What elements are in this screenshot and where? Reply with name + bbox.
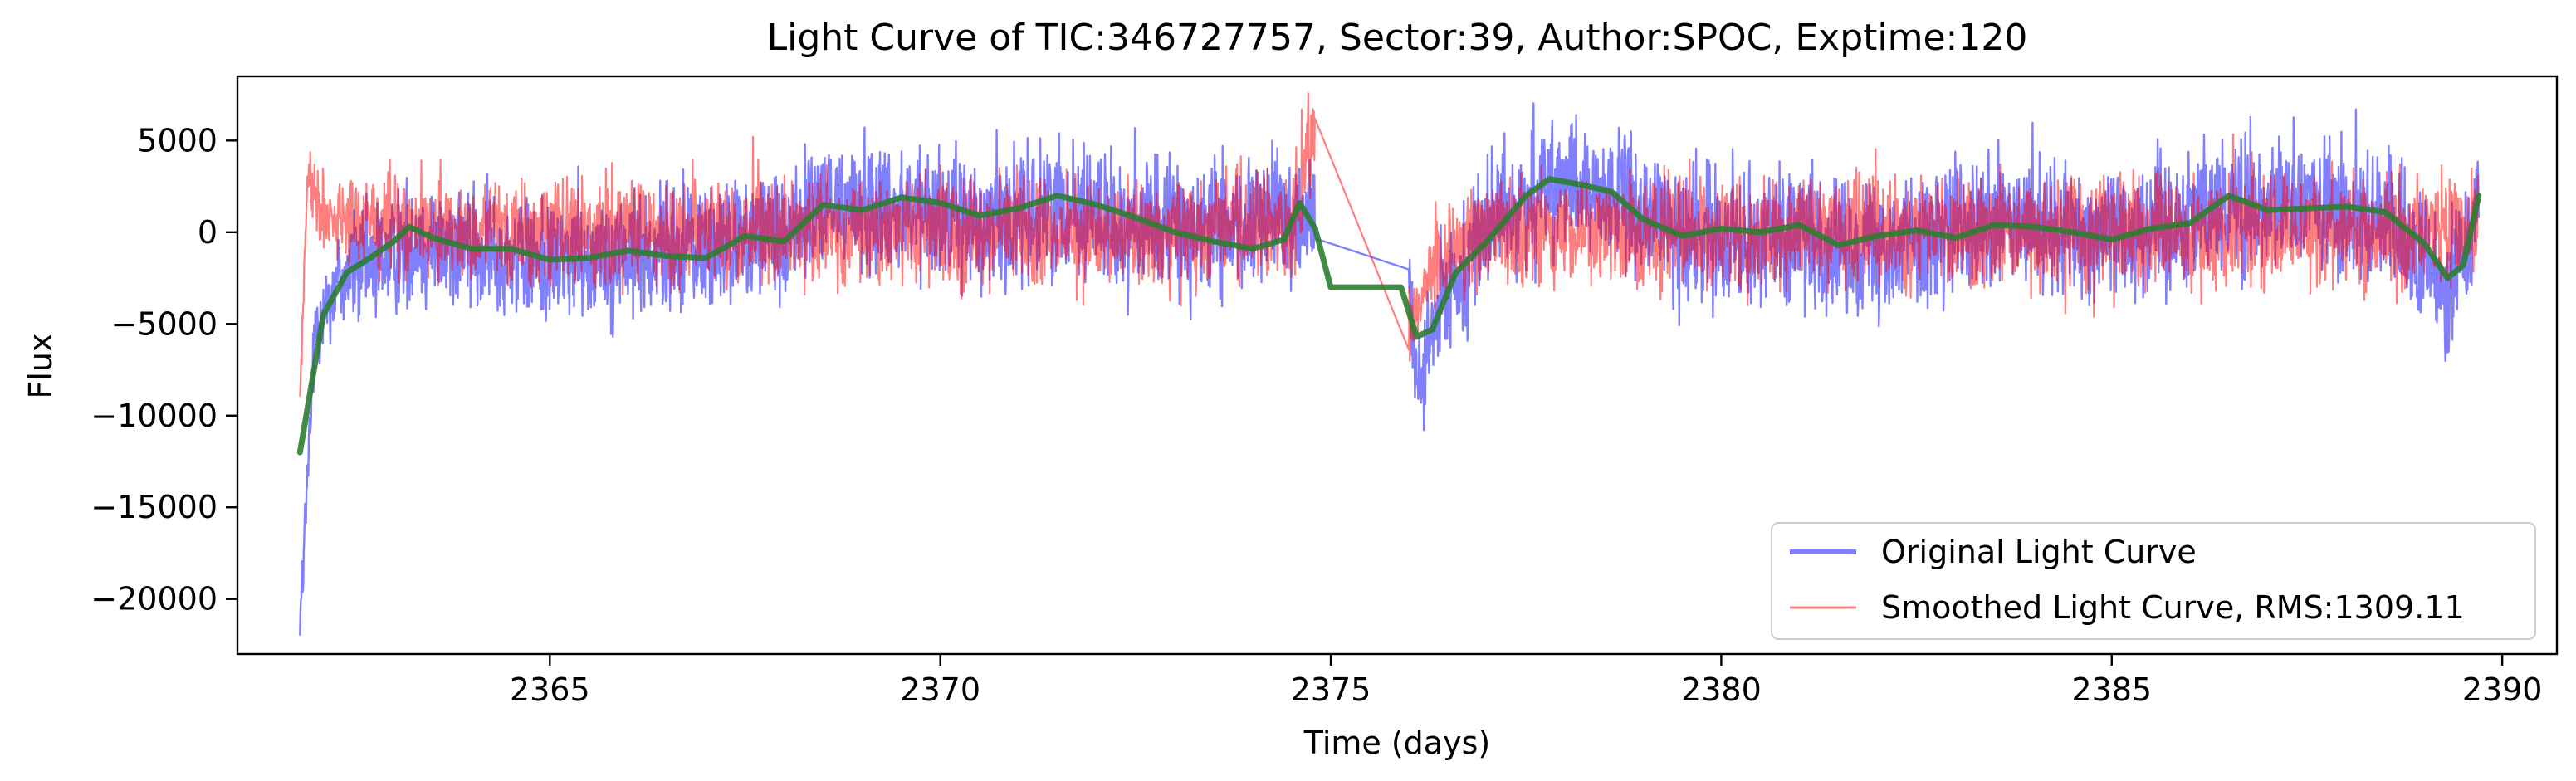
x-tick-label: 2380: [1681, 671, 1762, 708]
legend-label-smoothed: Smoothed Light Curve, RMS:1309.11: [1881, 589, 2465, 626]
series-trend-line: [296, 176, 2482, 456]
y-tick-label: 0: [198, 214, 218, 251]
x-tick-label: 2385: [2071, 671, 2152, 708]
y-tick-label: −10000: [90, 398, 218, 434]
legend-label-original: Original Light Curve: [1881, 534, 2197, 570]
x-tick-label: 2375: [1291, 671, 1371, 708]
x-tick-label: 2390: [2462, 671, 2543, 708]
legend-frame: [1771, 522, 2536, 640]
x-tick-label: 2365: [510, 671, 590, 708]
x-axis-label: Time (days): [1303, 725, 1490, 761]
y-tick-label: 5000: [137, 122, 218, 159]
plot-frame: [236, 75, 2559, 656]
y-tick-label: −5000: [110, 305, 218, 342]
y-tick-label: −20000: [90, 581, 218, 617]
legend: Original Light Curve Smoothed Light Curv…: [1771, 522, 2536, 640]
x-tick-label: 2370: [900, 671, 980, 708]
chart-title: Light Curve of TIC:346727757, Sector:39,…: [767, 17, 2028, 59]
series-smoothed-light-curve: [299, 92, 2480, 397]
y-tick-label: −15000: [90, 489, 218, 525]
y-axis-label: Flux: [22, 334, 59, 399]
